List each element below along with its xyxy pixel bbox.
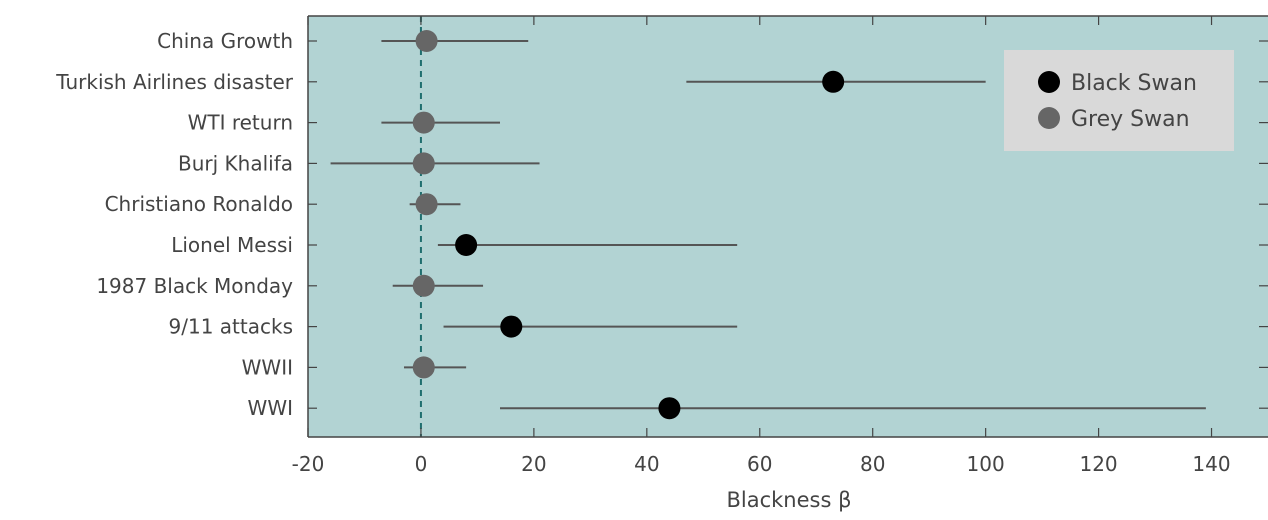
category-label: WTI return bbox=[188, 111, 293, 135]
legend-box bbox=[1004, 50, 1234, 151]
point-grey-swan bbox=[412, 356, 435, 379]
x-tick-label: 100 bbox=[967, 452, 1005, 476]
point-grey-swan bbox=[412, 152, 435, 175]
point-black-swan bbox=[822, 70, 845, 93]
category-label: Christiano Ronaldo bbox=[105, 192, 293, 216]
point-grey-swan bbox=[412, 274, 435, 297]
legend-label-black-swan: Black Swan bbox=[1071, 71, 1197, 96]
x-axis-title: Blackness β bbox=[726, 488, 851, 512]
category-label: WWI bbox=[248, 396, 293, 420]
category-label: WWII bbox=[242, 355, 293, 379]
category-label: 9/11 attacks bbox=[169, 315, 293, 339]
point-grey-swan bbox=[415, 30, 438, 52]
legend-marker-grey-swan bbox=[1038, 107, 1060, 129]
point-black-swan bbox=[500, 315, 523, 338]
point-black-swan bbox=[455, 234, 478, 256]
x-tick-label: 120 bbox=[1079, 452, 1117, 476]
category-label: Lionel Messi bbox=[171, 233, 293, 257]
x-tick-label: 0 bbox=[415, 452, 428, 476]
point-grey-swan bbox=[415, 193, 438, 216]
category-label: Burj Khalifa bbox=[178, 151, 293, 175]
x-tick-label: 80 bbox=[860, 452, 885, 476]
legend-label-grey-swan: Grey Swan bbox=[1071, 107, 1190, 132]
x-tick-label: 20 bbox=[521, 452, 546, 476]
x-tick-label: -20 bbox=[292, 452, 325, 476]
x-tick-label: 60 bbox=[747, 452, 772, 476]
legend: Black Swan Grey Swan bbox=[1004, 50, 1234, 151]
category-label: 1987 Black Monday bbox=[96, 274, 293, 298]
category-label: China Growth bbox=[157, 29, 293, 53]
category-label: Turkish Airlines disaster bbox=[55, 70, 293, 94]
x-tick-label: 140 bbox=[1192, 452, 1230, 476]
x-tick-label: 40 bbox=[634, 452, 659, 476]
legend-marker-black-swan bbox=[1038, 71, 1060, 93]
point-grey-swan bbox=[412, 111, 435, 134]
point-black-swan bbox=[658, 397, 681, 420]
